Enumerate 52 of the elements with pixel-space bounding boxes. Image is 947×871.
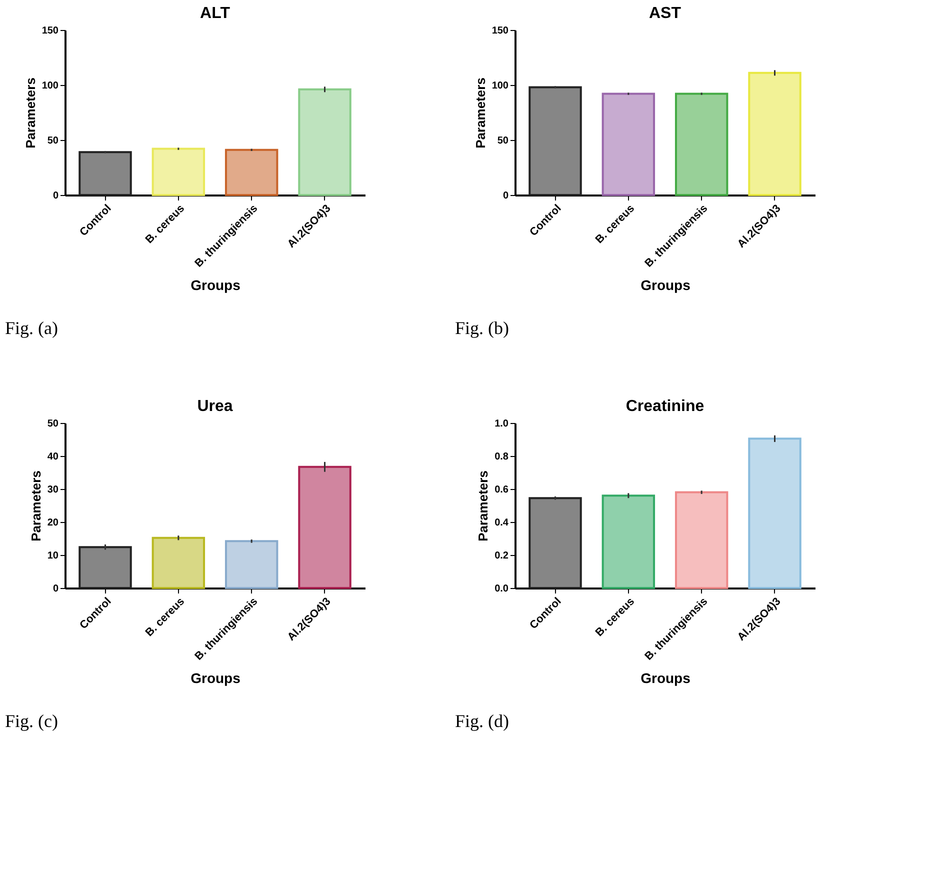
- bar: [748, 438, 802, 589]
- y-tick-label: 40: [47, 452, 59, 462]
- y-axis-title: Parameters: [28, 470, 44, 542]
- bar: [152, 536, 206, 589]
- y-axis-title: Parameters: [476, 470, 491, 542]
- bar: [748, 72, 802, 196]
- bar: [78, 546, 132, 589]
- y-tick-label: 100: [42, 80, 59, 92]
- bar: [674, 92, 728, 196]
- y-tick-label: 1.0: [494, 418, 509, 430]
- bar: [602, 494, 656, 589]
- y-tick-label: 0.0: [494, 584, 509, 594]
- y-tick-label: 10: [47, 550, 59, 562]
- y-tick-label: 150: [42, 26, 59, 36]
- y-tick-label: 0.8: [494, 452, 509, 462]
- y-tick-label: 0.2: [494, 550, 509, 562]
- text: Fig. (a): [5, 318, 58, 338]
- y-tick-label: 20: [47, 518, 59, 528]
- y-tick-label: 50: [497, 136, 509, 146]
- chart-title: ALT: [200, 5, 230, 22]
- text: Fig. (d): [455, 711, 510, 731]
- chart-title: Urea: [197, 398, 233, 415]
- y-axis-title: Parameters: [472, 78, 488, 148]
- chart-title: AST: [649, 5, 682, 22]
- y-tick-label: 0.6: [494, 484, 509, 496]
- bar: [152, 148, 206, 196]
- bar: [298, 466, 352, 589]
- bar: [224, 540, 278, 589]
- bar: [674, 491, 728, 589]
- text: Fig. (c): [5, 711, 58, 731]
- y-tick-label: 0.4: [494, 518, 509, 528]
- x-axis-title: Groups: [190, 277, 241, 294]
- bar: [224, 148, 278, 196]
- x-axis-title: Groups: [640, 670, 691, 686]
- text: Fig. (b): [455, 318, 510, 338]
- y-tick-label: 50: [47, 418, 59, 430]
- y-tick-label: 0: [52, 190, 59, 202]
- bar: [78, 151, 132, 196]
- chart-title: Creatinine: [626, 398, 704, 415]
- bar: [602, 92, 656, 196]
- bar: [528, 497, 582, 589]
- y-tick-label: 0: [52, 584, 59, 594]
- y-tick-label: 30: [47, 484, 59, 496]
- y-tick-label: 100: [492, 80, 509, 92]
- x-axis-title: Groups: [190, 670, 241, 686]
- x-axis-title: Groups: [640, 277, 691, 294]
- bar: [298, 88, 352, 196]
- bar: [528, 86, 582, 196]
- y-axis-title: Parameters: [22, 78, 38, 148]
- y-tick-label: 0: [502, 190, 509, 202]
- y-tick-label: 150: [492, 26, 509, 36]
- y-tick-label: 50: [47, 136, 59, 146]
